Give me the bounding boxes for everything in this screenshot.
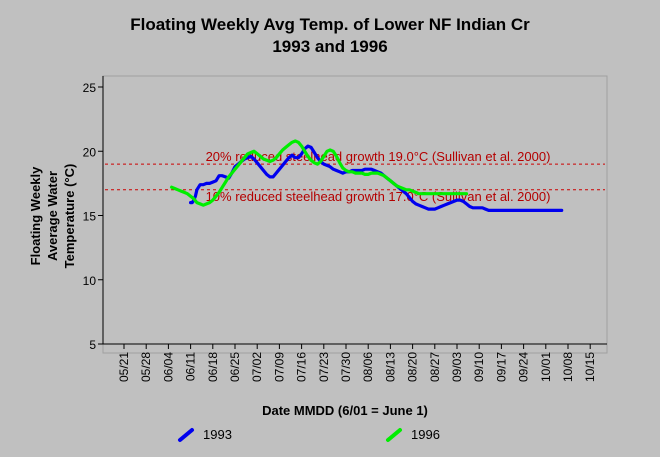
y-axis-title: Floating Weekly Average Water Temperatur… — [28, 164, 77, 269]
x-tick-label: 10/15 — [583, 352, 597, 382]
y-axis-label-line-2: Average Water — [45, 171, 60, 261]
y-axis-label-line-1: Floating Weekly — [28, 166, 43, 265]
series-line-1993 — [189, 144, 564, 212]
legend-swatch-1993 — [178, 428, 194, 442]
x-tick-label: 09/03 — [450, 352, 464, 382]
y-tick-label: 25 — [83, 81, 97, 95]
reference-line-label: 10% reduced steelhead growth 17.0°C (Sul… — [206, 189, 551, 204]
series-line-1996 — [170, 139, 469, 207]
legend-label-1993: 1993 — [203, 427, 232, 442]
x-tick-label: 08/06 — [361, 352, 375, 382]
legend: 1993 1996 — [178, 427, 440, 442]
y-tick-label: 5 — [89, 338, 96, 352]
x-tick-label: 07/16 — [295, 352, 309, 382]
x-tick-label: 08/13 — [383, 352, 397, 382]
x-tick-label: 10/08 — [561, 352, 575, 382]
x-tick-label: 08/27 — [428, 352, 442, 382]
y-tick-label: 15 — [83, 210, 97, 224]
axis-layer: 5 10 15 20 25 05/21 05/28 06/04 06/11 06/18 06/25 0… — [83, 76, 607, 382]
x-tick-label: 09/24 — [517, 352, 531, 382]
x-tick-label: 07/02 — [250, 352, 264, 382]
y-tick-label: 10 — [83, 274, 97, 288]
reference-line-label: 20% reduced steelhead growth 19.0°C (Sul… — [206, 149, 551, 164]
x-tick-label: 06/11 — [184, 352, 198, 381]
x-axis-label: Date MMDD (6/01 = June 1) — [262, 403, 428, 418]
x-tick-label: 07/30 — [339, 352, 353, 382]
x-tick-label: 05/21 — [117, 352, 131, 382]
x-tick-label: 09/10 — [472, 352, 486, 382]
x-tick-label: 08/20 — [406, 352, 420, 382]
legend-label-1996: 1996 — [411, 427, 440, 442]
x-tick-label: 09/17 — [494, 352, 508, 382]
plot-area — [102, 75, 608, 354]
y-tick-label: 20 — [83, 145, 97, 159]
y-axis-label-line-3: Temperature (°C) — [62, 164, 77, 269]
x-tick-label: 06/18 — [206, 352, 220, 382]
x-tick-label: 06/25 — [228, 352, 242, 382]
x-tick-label: 07/23 — [317, 352, 331, 382]
legend-swatch-1996 — [386, 428, 402, 442]
x-tick-label: 05/28 — [139, 352, 153, 382]
x-tick-label: 07/09 — [272, 352, 286, 382]
series-layer — [170, 139, 564, 212]
chart-subtitle: 1993 and 1996 — [272, 37, 387, 56]
chart-title: Floating Weekly Avg Temp. of Lower NF In… — [130, 15, 530, 34]
x-tick-label: 10/01 — [539, 352, 553, 382]
x-tick-label: 06/04 — [161, 352, 175, 382]
